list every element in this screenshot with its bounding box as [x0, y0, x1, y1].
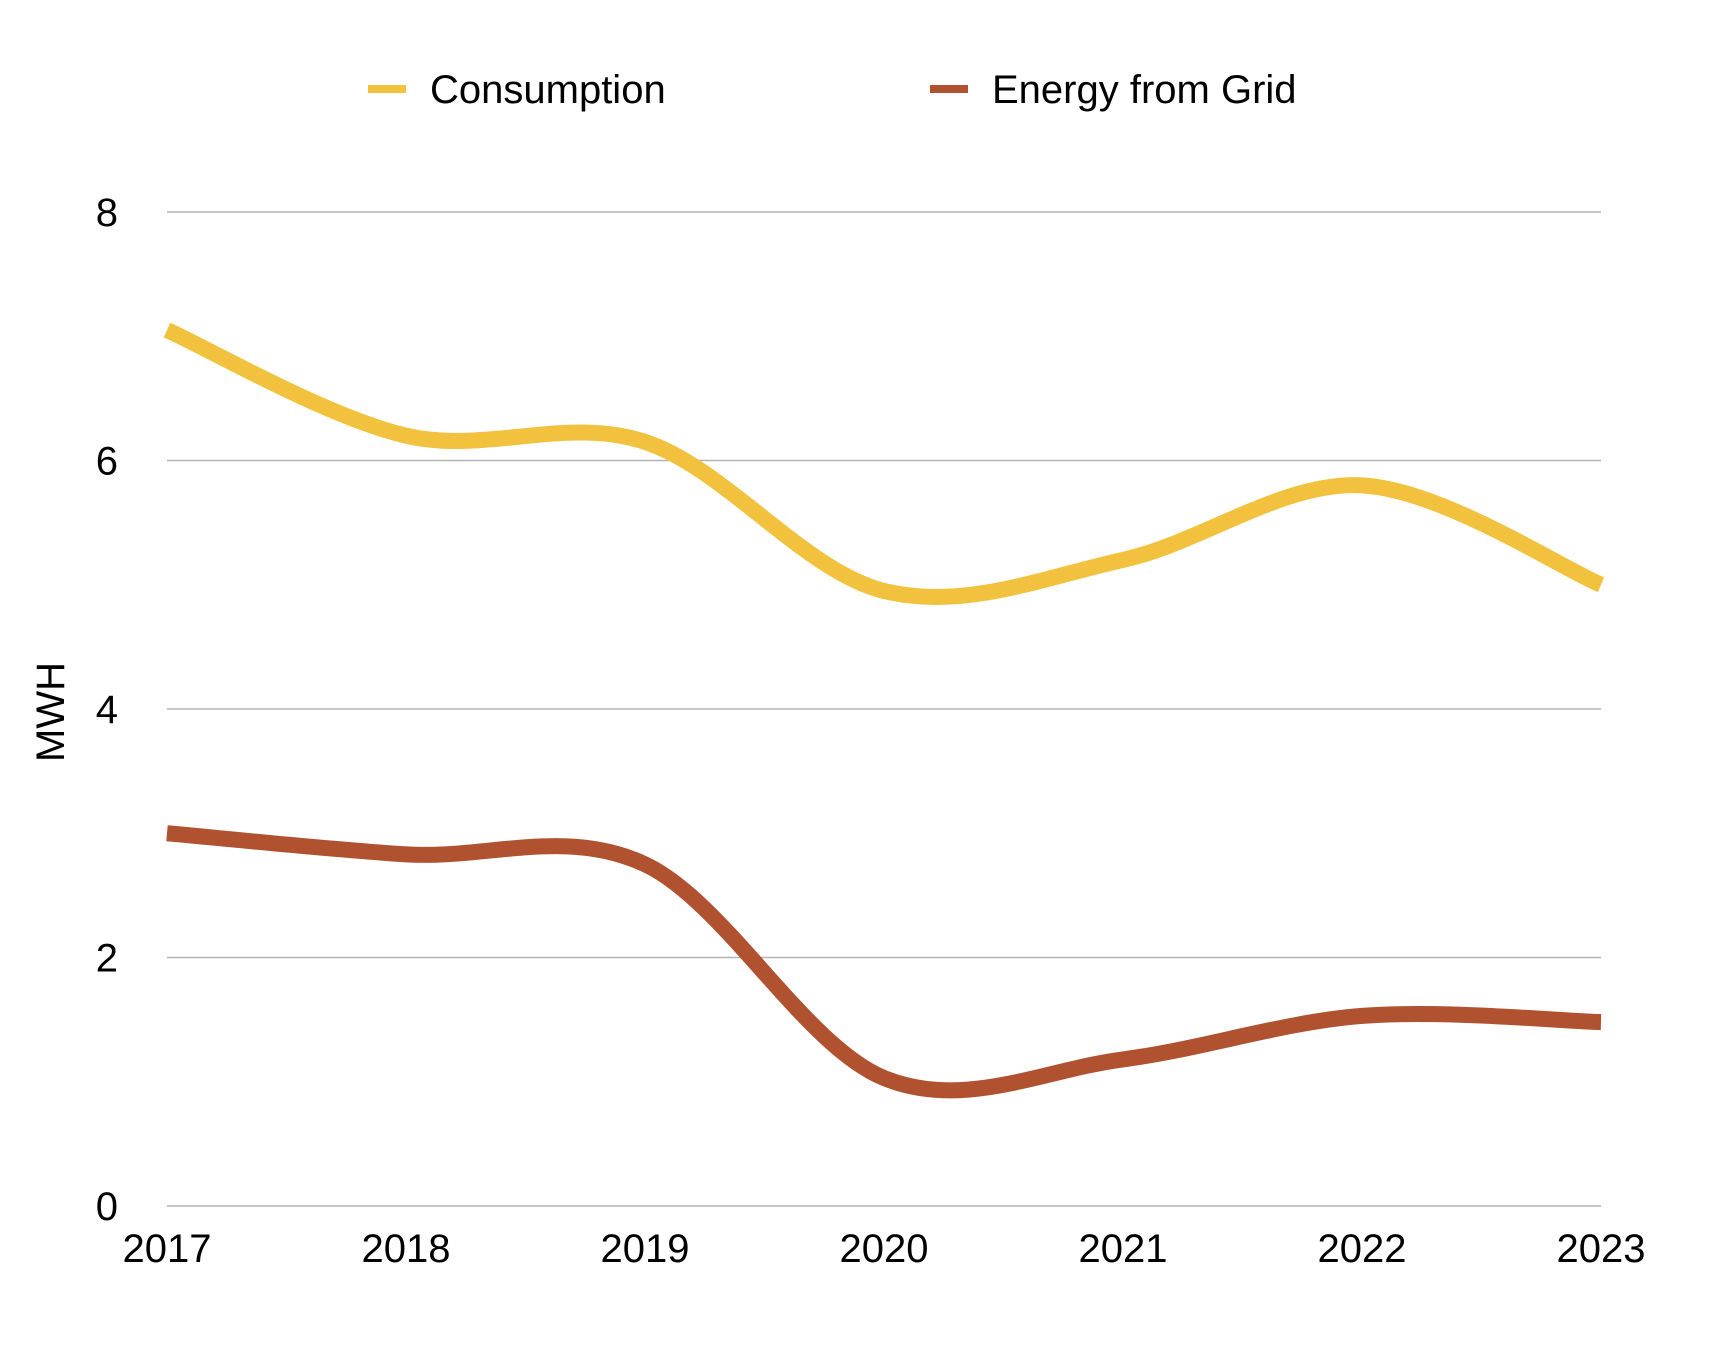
y-axis-title: MWH — [29, 662, 73, 762]
legend: Consumption Energy from Grid — [368, 68, 1297, 112]
y-tick-label: 0 — [96, 1185, 118, 1229]
x-tick-label: 2023 — [1557, 1227, 1646, 1271]
y-tick-label: 8 — [96, 191, 118, 235]
series-line-energy-from-grid — [166, 825, 1602, 1099]
gridlines — [167, 211, 1601, 1207]
y-tick-label: 2 — [96, 937, 118, 981]
legend-label-energy-from-grid: Energy from Grid — [992, 68, 1297, 112]
y-tick-label: 6 — [96, 440, 118, 484]
x-tick-label: 2018 — [362, 1227, 451, 1271]
x-tick-label: 2020 — [840, 1227, 929, 1271]
x-axis-ticks: 2017 2018 2019 2020 2021 2022 2023 — [123, 1227, 1646, 1271]
x-tick-label: 2022 — [1318, 1227, 1407, 1271]
series-line-consumption — [163, 322, 1605, 605]
legend-label-consumption: Consumption — [430, 68, 666, 112]
y-axis-ticks: 0 2 4 6 8 — [96, 191, 118, 1229]
x-tick-label: 2019 — [601, 1227, 690, 1271]
x-tick-label: 2021 — [1079, 1227, 1168, 1271]
series-lines — [163, 322, 1605, 1099]
x-tick-label: 2017 — [123, 1227, 212, 1271]
y-tick-label: 4 — [96, 688, 118, 732]
